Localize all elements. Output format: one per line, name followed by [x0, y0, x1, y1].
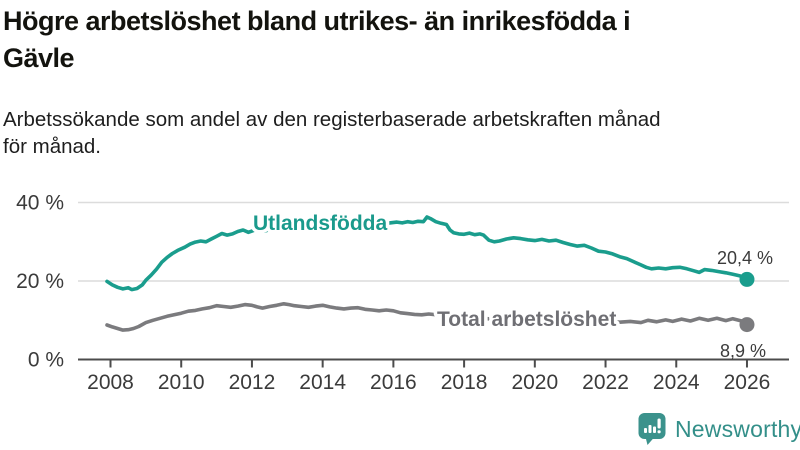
- x-tick-label: 2026: [724, 371, 771, 394]
- chart-title: Högre arbetslöshet bland utrikes- än inr…: [3, 6, 631, 73]
- newsworthy-bubble-bar-chart-icon: [638, 413, 666, 445]
- series-line-utlandsf-dda: [105, 215, 749, 292]
- x-tick-label: 2018: [441, 371, 488, 394]
- x-tick-label: 2012: [229, 371, 276, 394]
- x-tick-label: 2008: [87, 371, 134, 394]
- x-tick-label: 2024: [653, 371, 700, 394]
- y-tick-label: 20 %: [16, 270, 64, 293]
- newsworthy-wordmark: Newsworthy: [675, 416, 800, 442]
- series-end-dot-utlandsf-dda: [739, 271, 755, 287]
- x-tick-label: 2010: [158, 371, 205, 394]
- x-tick-label: 2022: [582, 371, 629, 394]
- series-end-value-utlandsf-dda: 20,4 %: [717, 248, 773, 268]
- y-tick-label: 40 %: [16, 192, 64, 215]
- x-tick-label: 2016: [370, 371, 417, 394]
- series-label-total-arbetsl-shet: Total arbetslöshet: [437, 308, 616, 331]
- x-tick-label: 2020: [511, 371, 558, 394]
- series-label-utlandsf-dda: Utlandsfödda: [253, 212, 387, 235]
- y-tick-label: 0 %: [28, 349, 64, 372]
- newsworthy-logo[interactable]: Newsworthy: [638, 413, 800, 446]
- series-end-value-total-arbetsl-shet: 8,9 %: [720, 341, 766, 361]
- x-tick-label: 2014: [299, 371, 346, 394]
- chart-subtitle: Arbetssökande som andel av den registerb…: [3, 108, 661, 158]
- series-end-dot-total-arbetsl-shet: [739, 317, 755, 333]
- series-line-total-arbetsl-shet: [105, 301, 749, 332]
